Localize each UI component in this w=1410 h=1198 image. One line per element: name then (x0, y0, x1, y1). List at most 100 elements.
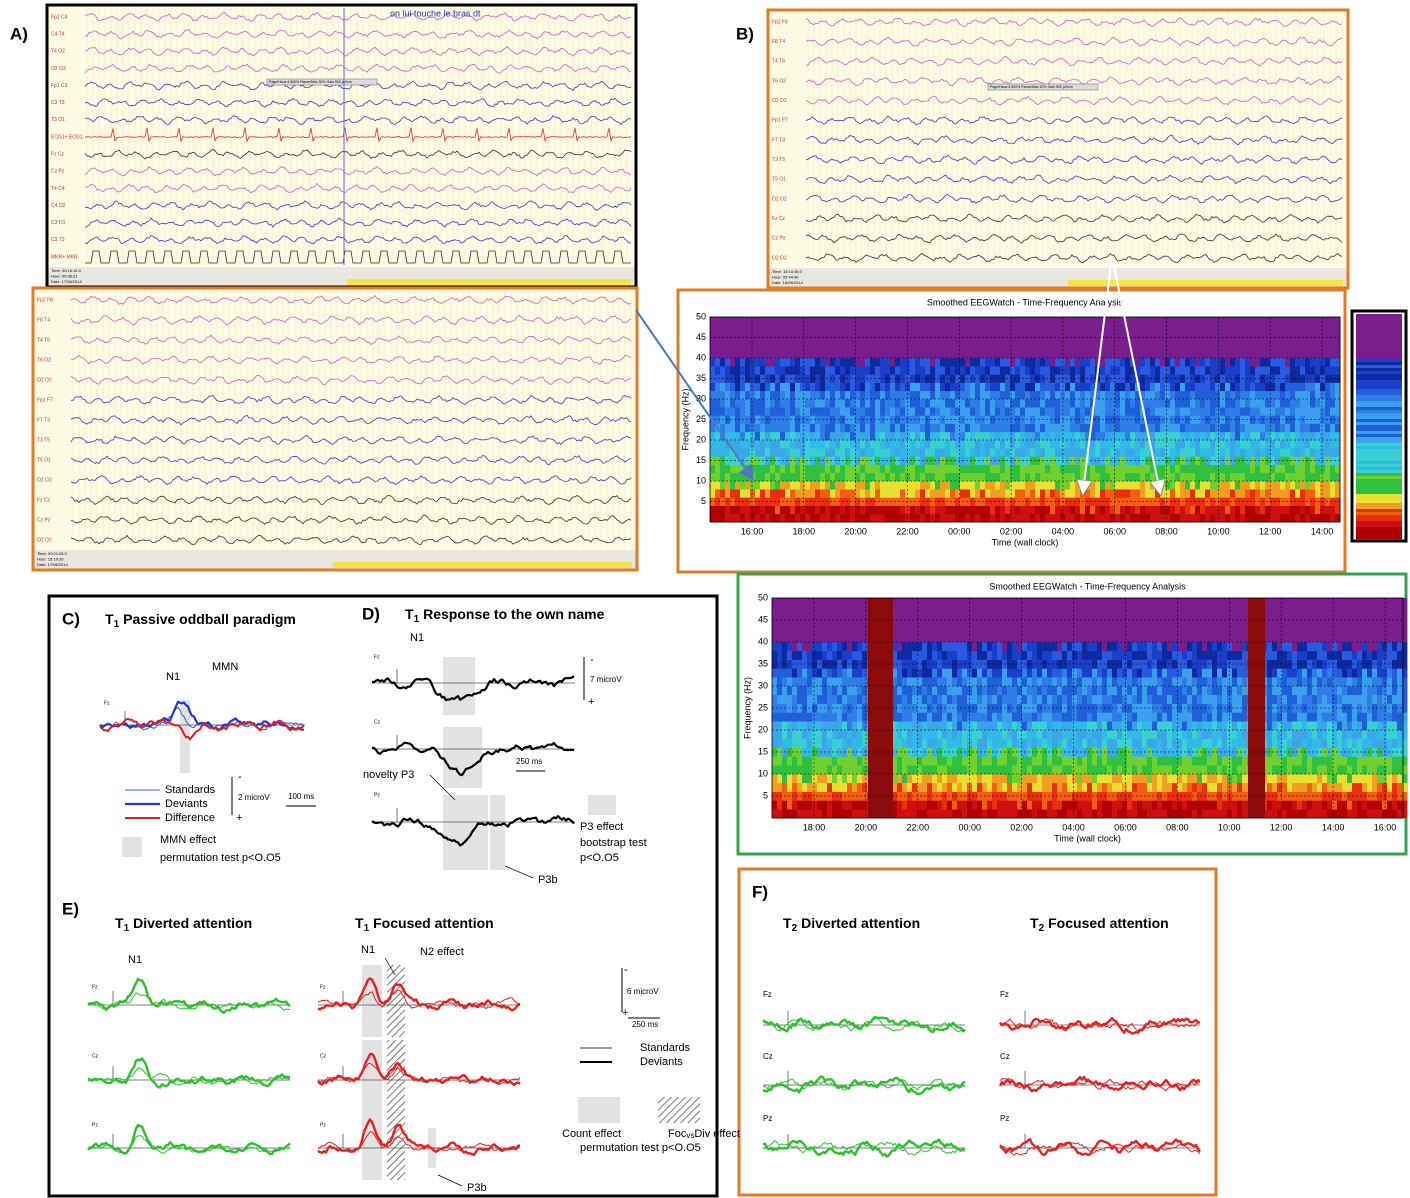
spectrogram-cell (1055, 489, 1061, 498)
spectrogram-cell (1100, 407, 1106, 416)
spectrogram-cell (1155, 317, 1161, 326)
spectrogram-cell (1110, 505, 1116, 515)
spectrogram-cell (1022, 686, 1028, 696)
spectrogram-cell (770, 407, 776, 416)
spectrogram-cell (1017, 791, 1023, 801)
spectrogram-cell (997, 615, 1003, 625)
spectrogram-cell (1060, 448, 1066, 457)
spectrogram-cell (1015, 358, 1021, 367)
spectrogram-cell (892, 782, 898, 792)
spectrogram-cell (1285, 390, 1291, 400)
spectrogram-cell (857, 650, 863, 660)
spectrogram-cell (1250, 423, 1256, 433)
spectrogram-cell (1330, 366, 1336, 375)
spectrogram-cell (972, 756, 978, 766)
spectrogram-cell (1005, 382, 1011, 392)
channel-label: O2 O2 (37, 477, 52, 483)
spectrogram-cell (837, 809, 843, 819)
spectrogram-cell (1025, 390, 1031, 400)
spectrogram-cell (1115, 431, 1121, 441)
spectrogram-cell (725, 366, 731, 375)
spectrogram-cell (987, 624, 993, 634)
spectrogram-cell (790, 407, 796, 416)
spectrogram-cell (920, 358, 926, 367)
spectrogram-cell (897, 712, 903, 722)
spectrogram-cell (1047, 624, 1053, 634)
spectrogram-cell (780, 399, 786, 408)
spectrogram-cell (917, 677, 923, 687)
spectrogram-cell (947, 606, 953, 616)
spectrogram-cell (937, 668, 943, 678)
spectrogram-cell (740, 382, 746, 392)
spectrogram-cell (895, 374, 901, 383)
spectrogram-cell (1135, 472, 1141, 482)
spectrogram-cell (822, 809, 828, 819)
spectrogram-cell (985, 341, 991, 351)
spectrogram-cell (750, 489, 756, 498)
spectrogram-cell (777, 721, 783, 731)
spectrogram-cell (1265, 382, 1271, 392)
spectrogram-cell (810, 415, 816, 424)
spectrogram-cell (935, 415, 941, 424)
spectrogram-cell (897, 624, 903, 634)
spectrogram-cell (777, 694, 783, 704)
spectrogram-cell (790, 448, 796, 457)
spectrogram-cell (1017, 642, 1023, 652)
spectrogram-cell (1025, 431, 1031, 441)
spectrogram-cell (740, 448, 746, 457)
spectrogram-cell (842, 650, 848, 660)
spectrogram-cell (1250, 358, 1256, 367)
spectrogram-cell (862, 721, 868, 731)
spectrogram-cell (730, 481, 736, 490)
spectrogram-cell (930, 349, 936, 359)
spectrogram-cell (765, 505, 771, 515)
spectrogram-cell (795, 399, 801, 408)
spectrogram-cell (1235, 489, 1241, 498)
spectrogram-cell (1165, 505, 1171, 515)
spectrogram-cell (1075, 374, 1081, 383)
spectrogram-cell (1110, 349, 1116, 359)
spectrogram-cell (1210, 423, 1216, 433)
spectrogram-cell (1330, 440, 1336, 449)
spectrogram-cell (1225, 489, 1231, 498)
spectrogram-cell (850, 407, 856, 416)
spectrogram-cell (792, 730, 798, 740)
spectrogram-cell (1335, 464, 1341, 474)
spectrogram-cell (1025, 505, 1031, 515)
spectrogram-cell (860, 382, 866, 392)
spectrogram-cell (812, 598, 818, 608)
spectrogram-cell (935, 374, 941, 383)
spectrogram-cell (745, 431, 751, 441)
spectrogram-cell (985, 431, 991, 441)
spectrogram-cell (1042, 756, 1048, 766)
spectrogram-cell (935, 423, 941, 433)
spectrogram-cell (1290, 505, 1296, 515)
spectrogram-cell (1210, 333, 1216, 342)
spectrogram-cell (1042, 633, 1048, 643)
spectrogram-cell (890, 407, 896, 416)
spectrogram-cell (957, 615, 963, 625)
spectrogram-cell (1037, 677, 1043, 687)
spectrogram-cell (907, 730, 913, 740)
spectrogram-cell (790, 415, 796, 424)
spectrogram-cell (1320, 341, 1326, 351)
spectrogram-cell (912, 668, 918, 678)
spectrogram-cell (832, 598, 838, 608)
spectrogram-cell (1310, 464, 1316, 474)
spectrogram-cell (950, 431, 956, 441)
spectrogram-cell (1140, 358, 1146, 367)
spectrogram-cell (725, 481, 731, 490)
spectrogram-cell (920, 317, 926, 326)
spectrogram-cell (820, 505, 826, 515)
spectrogram-cell (772, 606, 778, 616)
spectrogram-cell (787, 756, 793, 766)
spectrogram-cell (930, 481, 936, 490)
spectrogram-cell (810, 464, 816, 474)
spectrogram-cell (765, 317, 771, 326)
spectrogram-cell (770, 333, 776, 342)
spectrogram-cell (787, 668, 793, 678)
spectrogram-cell (1245, 505, 1251, 515)
spectrogram-cell (1145, 505, 1151, 515)
spectrogram-cell (955, 431, 961, 441)
spectrogram-cell (840, 448, 846, 457)
